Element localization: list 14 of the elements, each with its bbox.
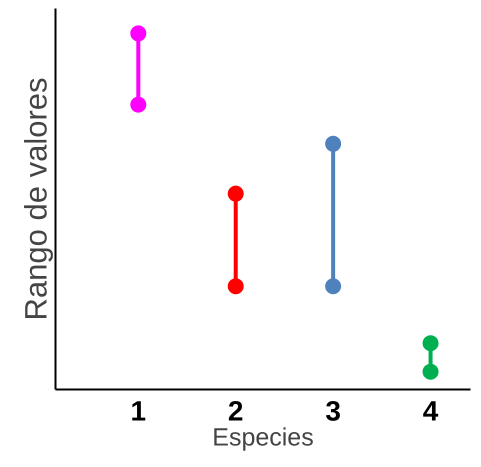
x-axis-title: Especies — [212, 424, 314, 452]
point — [130, 96, 146, 113]
x-tick-label: 1 — [130, 396, 146, 426]
x-tick-label: 4 — [422, 396, 439, 426]
point — [228, 278, 244, 294]
point — [130, 25, 146, 42]
point — [325, 136, 342, 152]
point — [422, 335, 439, 352]
point — [422, 364, 439, 380]
x-tick-label: 3 — [325, 396, 341, 426]
point — [228, 186, 244, 202]
y-axis-title: Rango de valores — [18, 77, 54, 320]
point — [325, 278, 342, 294]
x-tick-label: 2 — [228, 396, 244, 426]
